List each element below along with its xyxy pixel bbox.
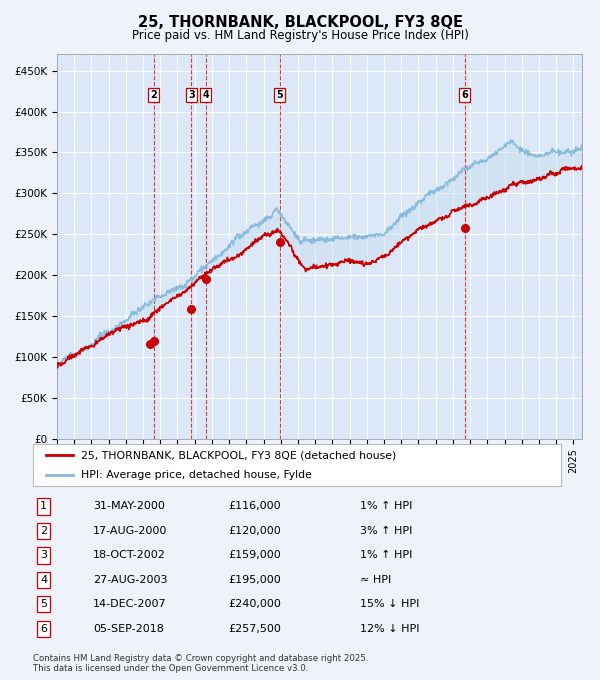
Text: 3: 3 (188, 90, 194, 100)
Text: £240,000: £240,000 (228, 599, 281, 609)
Text: 4: 4 (40, 575, 47, 585)
Text: 18-OCT-2002: 18-OCT-2002 (93, 550, 166, 560)
Text: 27-AUG-2003: 27-AUG-2003 (93, 575, 167, 585)
Text: 3: 3 (40, 550, 47, 560)
Text: 25, THORNBANK, BLACKPOOL, FY3 8QE (detached house): 25, THORNBANK, BLACKPOOL, FY3 8QE (detac… (80, 450, 396, 460)
Text: 12% ↓ HPI: 12% ↓ HPI (360, 624, 419, 634)
Text: 1: 1 (40, 501, 47, 511)
Text: 1% ↑ HPI: 1% ↑ HPI (360, 550, 412, 560)
Text: 2: 2 (40, 526, 47, 536)
Text: ≈ HPI: ≈ HPI (360, 575, 391, 585)
Text: £257,500: £257,500 (228, 624, 281, 634)
Text: 31-MAY-2000: 31-MAY-2000 (93, 501, 165, 511)
Text: 17-AUG-2000: 17-AUG-2000 (93, 526, 167, 536)
Text: 6: 6 (461, 90, 468, 100)
Text: This data is licensed under the Open Government Licence v3.0.: This data is licensed under the Open Gov… (33, 664, 308, 673)
Text: 5: 5 (277, 90, 283, 100)
Text: £159,000: £159,000 (228, 550, 281, 560)
Text: Price paid vs. HM Land Registry's House Price Index (HPI): Price paid vs. HM Land Registry's House … (131, 29, 469, 42)
Text: 15% ↓ HPI: 15% ↓ HPI (360, 599, 419, 609)
Text: HPI: Average price, detached house, Fylde: HPI: Average price, detached house, Fyld… (80, 470, 311, 480)
Text: 2: 2 (151, 90, 157, 100)
Text: 25, THORNBANK, BLACKPOOL, FY3 8QE: 25, THORNBANK, BLACKPOOL, FY3 8QE (137, 15, 463, 30)
Text: £195,000: £195,000 (228, 575, 281, 585)
Text: £116,000: £116,000 (228, 501, 281, 511)
Text: 4: 4 (203, 90, 209, 100)
Text: Contains HM Land Registry data © Crown copyright and database right 2025.: Contains HM Land Registry data © Crown c… (33, 654, 368, 663)
Text: £120,000: £120,000 (228, 526, 281, 536)
Text: 14-DEC-2007: 14-DEC-2007 (93, 599, 167, 609)
Text: 05-SEP-2018: 05-SEP-2018 (93, 624, 164, 634)
Text: 6: 6 (40, 624, 47, 634)
Text: 3% ↑ HPI: 3% ↑ HPI (360, 526, 412, 536)
Text: 5: 5 (40, 599, 47, 609)
Text: 1% ↑ HPI: 1% ↑ HPI (360, 501, 412, 511)
